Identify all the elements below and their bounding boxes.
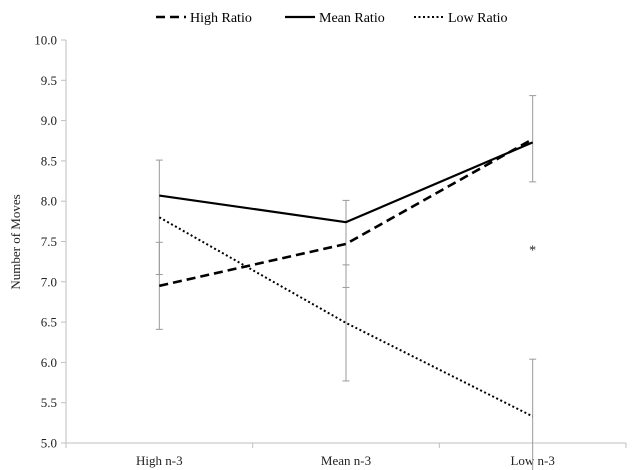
annotations: * xyxy=(529,244,536,259)
y-tick-label: 8.5 xyxy=(41,153,57,168)
x-axis-ticks: High n-3 Mean n-3 Low n-3 xyxy=(65,443,627,468)
y-axis-title: Number of Moves xyxy=(8,194,23,289)
y-tick-label: 6.0 xyxy=(41,355,57,370)
y-tick-label: 10.0 xyxy=(34,33,57,48)
x-tick-label: Mean n-3 xyxy=(321,453,371,468)
y-tick-label: 9.5 xyxy=(41,73,57,88)
y-axis-ticks: 5.0 5.5 6.0 6.5 7.0 7.5 8.0 8.5 9.0 9.5 10.0 xyxy=(34,33,66,451)
legend: High Ratio Mean Ratio Low Ratio xyxy=(156,11,508,26)
series-lines xyxy=(158,138,534,418)
legend-label-mean-ratio: Mean Ratio xyxy=(319,11,385,26)
y-tick-label: 7.0 xyxy=(41,274,57,289)
y-tick-label: 5.5 xyxy=(41,395,57,410)
y-tick-label: 6.5 xyxy=(41,315,57,330)
series-line-high-ratio xyxy=(159,138,534,288)
error-bars xyxy=(155,95,537,470)
y-tick-label: 8.0 xyxy=(41,194,57,209)
y-tick-label: 9.0 xyxy=(41,113,57,128)
y-tick-label: 5.0 xyxy=(41,436,57,451)
legend-label-low-ratio: Low Ratio xyxy=(448,11,508,26)
significance-marker: * xyxy=(529,244,536,259)
legend-label-high-ratio: High Ratio xyxy=(190,11,252,26)
x-tick-label: High n-3 xyxy=(136,453,183,468)
series-line-mean-ratio xyxy=(159,141,534,224)
y-tick-label: 7.5 xyxy=(41,234,57,249)
